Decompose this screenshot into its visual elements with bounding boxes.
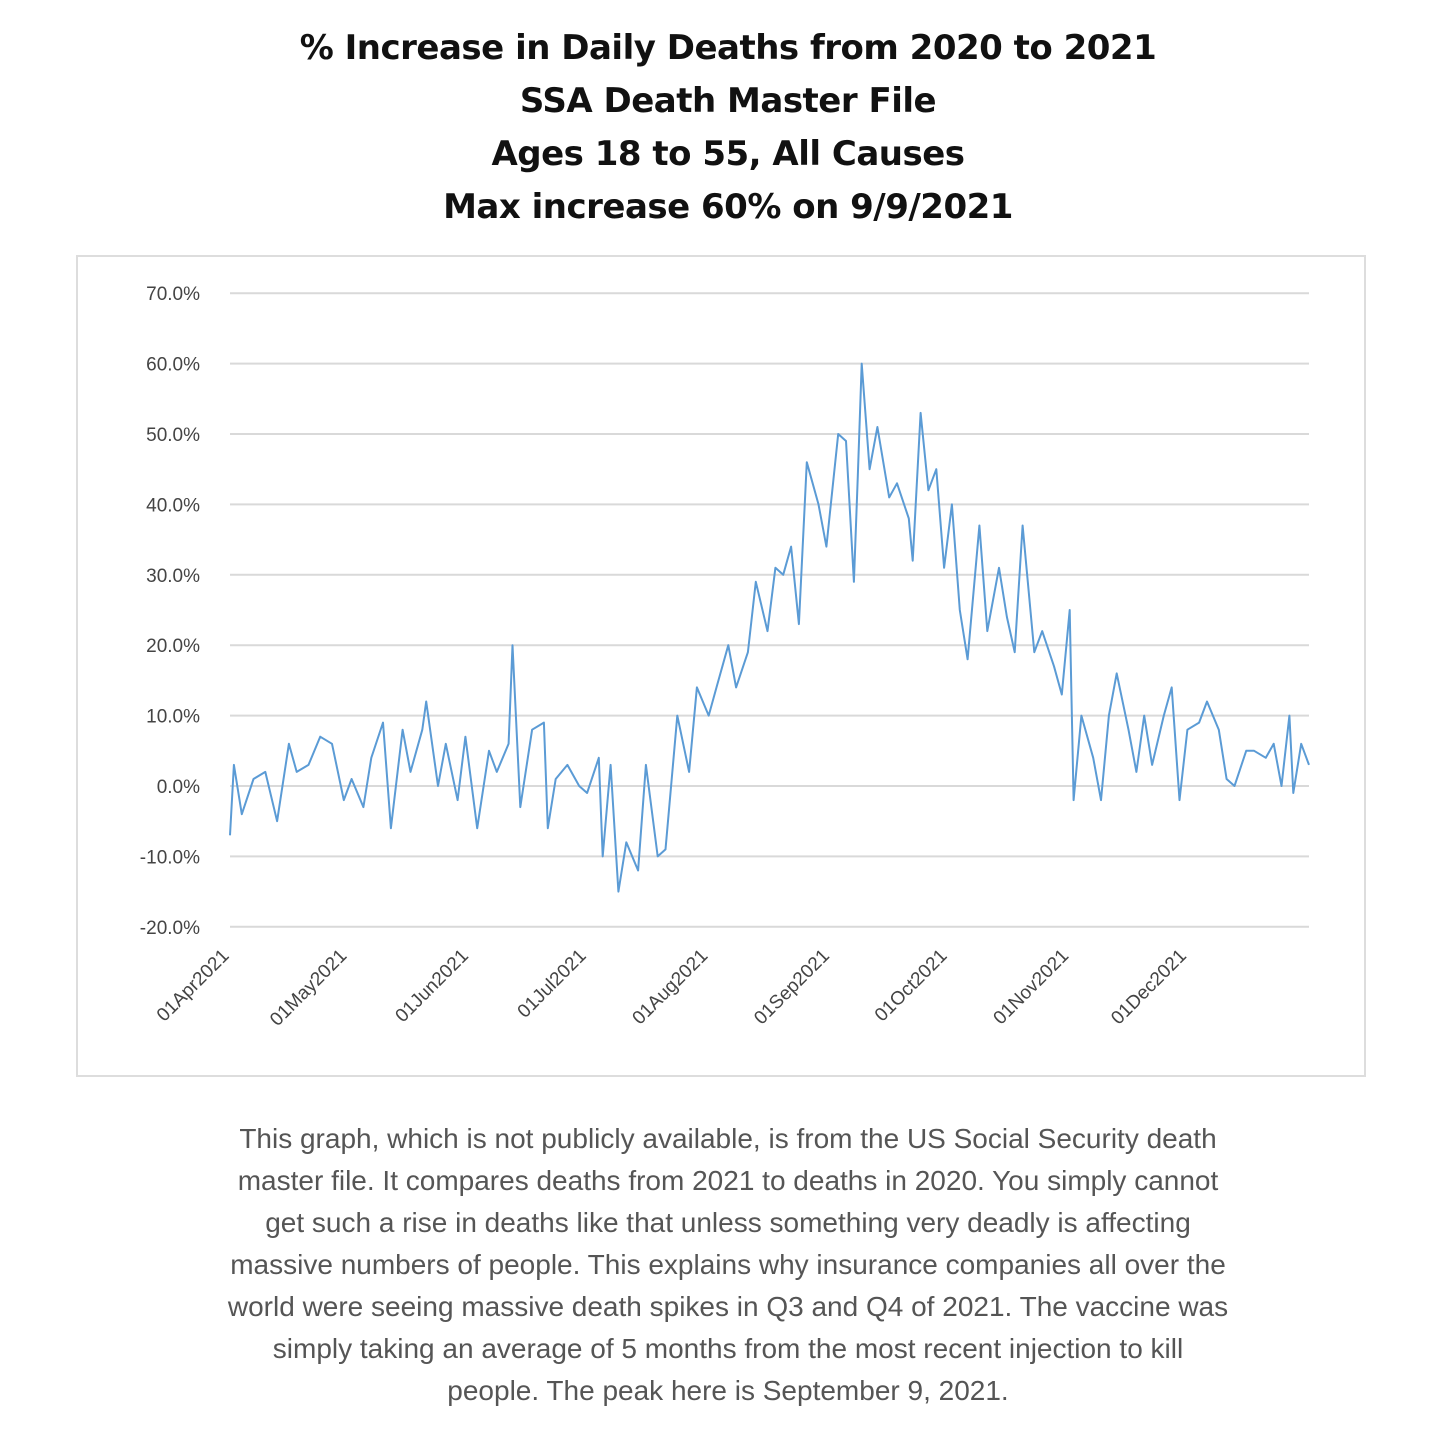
caption-line: people. The peak here is September 9, 20… [447, 1375, 1009, 1406]
x-tick-label: 01Jul2021 [514, 945, 591, 1022]
y-tick-label: 70.0% [146, 284, 200, 305]
caption-line: get such a rise in deaths like that unle… [265, 1207, 1191, 1238]
line-chart: -20.0% -10.0% 0.0% 10.0% 20.0% 30.0% 40.0% 50.0… [140, 284, 1310, 1031]
caption: This graph, which is not publicly availa… [130, 1118, 1326, 1412]
x-tick-label: 01Dec2021 [1107, 945, 1191, 1029]
x-tick-label: 01Oct2021 [871, 945, 952, 1026]
x-tick-label: 01Nov2021 [990, 945, 1074, 1029]
y-tick-label: 10.0% [146, 707, 200, 728]
title-line: Ages 18 to 55, All Causes [491, 134, 965, 174]
chart-area: -20.0% -10.0% 0.0% 10.0% 20.0% 30.0% 40.0% 50.0… [76, 255, 1366, 1077]
x-tick-label: 01Jun2021 [392, 945, 473, 1026]
y-tick-label: 40.0% [146, 495, 200, 516]
x-tick-label: 01May2021 [266, 945, 351, 1030]
y-tick-label: 60.0% [146, 355, 200, 376]
caption-line: This graph, which is not publicly availa… [239, 1123, 1217, 1154]
x-tick-label: 01Aug2021 [629, 945, 713, 1029]
caption-line: master file. It compares deaths from 202… [237, 1165, 1219, 1196]
y-tick-label: 20.0% [146, 636, 200, 657]
title-line: SSA Death Master File [519, 81, 937, 121]
chart-title: % Increase in Daily Deaths from 2020 to … [0, 22, 1456, 234]
y-tick-label: -10.0% [140, 847, 200, 868]
title-line: % Increase in Daily Deaths from 2020 to … [299, 28, 1157, 68]
y-tick-label: 50.0% [146, 425, 200, 446]
caption-line: world were seeing massive death spikes i… [227, 1291, 1229, 1322]
x-tick-label: 01Sep2021 [750, 945, 834, 1029]
caption-line: simply taking an average of 5 months fro… [272, 1333, 1184, 1364]
y-tick-label: -20.0% [140, 918, 200, 939]
x-tick-label: 01Apr2021 [153, 945, 234, 1026]
series-line [229, 362, 1310, 893]
y-tick-label: 0.0% [157, 777, 200, 798]
title-line: Max increase 60% on 9/9/2021 [443, 187, 1013, 227]
y-tick-label: 30.0% [146, 566, 200, 587]
caption-line: massive numbers of people. This explains… [230, 1249, 1226, 1280]
